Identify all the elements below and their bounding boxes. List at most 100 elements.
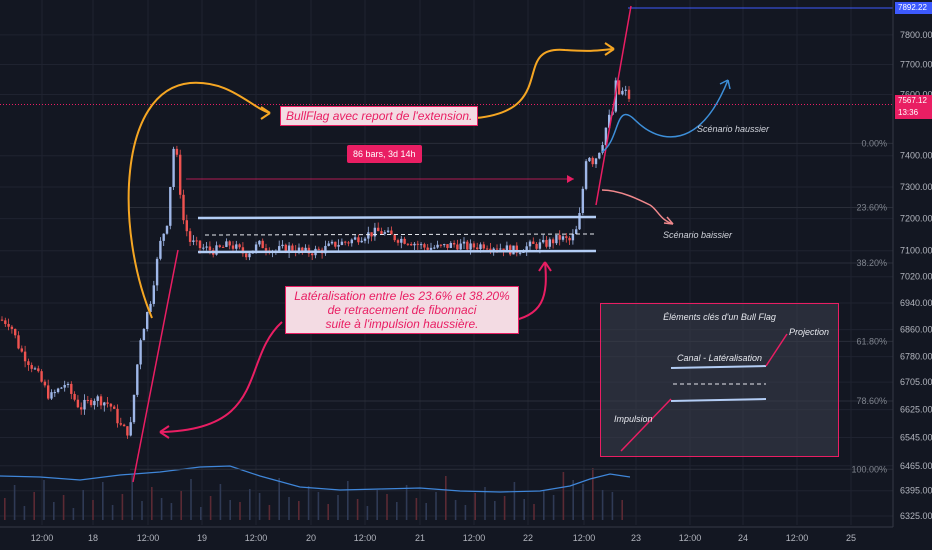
candle-body: [344, 241, 347, 243]
volume-bar: [151, 487, 153, 520]
candle-body: [528, 241, 532, 247]
candle-body: [499, 248, 502, 250]
candle-body: [581, 188, 584, 214]
candle-body: [136, 364, 139, 395]
volume-bar: [523, 499, 525, 520]
candle-body: [532, 241, 535, 244]
volume-bar: [288, 497, 290, 520]
candle-body: [152, 285, 155, 304]
volume-bar: [13, 485, 16, 520]
volume-bar: [209, 496, 212, 520]
candle-body: [175, 148, 179, 155]
scenario-up-label: Scénario haussier: [697, 124, 770, 134]
channel-bottom: [197, 249, 597, 254]
candle-body: [551, 239, 555, 244]
scenario-up-path: [601, 79, 729, 153]
candle-body: [7, 323, 10, 327]
candle-body: [254, 244, 258, 251]
candle-body: [604, 127, 608, 146]
candle-body: [390, 230, 393, 235]
candle-body: [598, 152, 601, 159]
volume-bar: [33, 492, 35, 520]
candle-body: [357, 237, 360, 243]
orange-arrowhead-right: [604, 42, 615, 56]
volume-bar: [376, 490, 378, 520]
candle-body: [179, 154, 182, 195]
volume-bar: [72, 508, 75, 520]
candle-body: [80, 407, 83, 410]
time-tick-label: 12:00: [679, 533, 702, 543]
price-axis-bg: [893, 0, 932, 550]
candle-body: [489, 248, 492, 251]
volume-bar: [43, 480, 45, 520]
candle-body: [245, 253, 248, 258]
volume-bar: [82, 490, 84, 520]
candle-body: [215, 245, 218, 255]
lateralisation-line-2: de retracement de fibonnaci: [327, 303, 477, 317]
volume-bar: [268, 505, 271, 520]
price-tick-label: 7200.00: [900, 214, 932, 224]
candle-body: [165, 225, 169, 234]
volume-bar: [386, 494, 388, 520]
candle-body: [139, 340, 142, 365]
volume-bar: [356, 499, 359, 520]
candle-body: [33, 368, 37, 370]
volume-bar: [111, 505, 114, 520]
candle-body: [386, 230, 390, 233]
time-tick-label: 12:00: [573, 533, 596, 543]
time-tick-label: 21: [415, 533, 425, 543]
candle-body: [449, 242, 452, 248]
candle-body: [231, 245, 235, 249]
candle-body: [608, 114, 611, 128]
candle-body: [542, 239, 545, 243]
volume-bar: [513, 482, 516, 520]
candle-body: [93, 400, 96, 406]
volume-bar: [474, 493, 476, 520]
candle-body: [624, 89, 627, 91]
candle-body: [330, 241, 334, 244]
fib-label: 78.60%: [856, 396, 887, 406]
candle-body: [202, 247, 205, 249]
candle-body: [10, 326, 14, 329]
channel-mid: [204, 233, 597, 236]
candle-body: [433, 247, 436, 249]
candle-body: [575, 229, 578, 234]
candle-body: [578, 213, 581, 230]
volume-bar: [200, 507, 202, 520]
legend-canal-label: Canal - Latéralisation: [677, 353, 763, 363]
candle-body: [492, 248, 495, 251]
candle-body: [396, 240, 400, 243]
price-axis[interactable]: 7800.00 7700.00 7600.00 7400.00 7300.00 7200.…: [892, 0, 932, 550]
volume-bar: [92, 500, 94, 520]
legend-title: Éléments clés d'un Bull Flag: [663, 312, 776, 322]
candle-body: [66, 383, 70, 385]
candle-body: [132, 394, 136, 423]
candle-body: [86, 399, 89, 401]
candle-body: [116, 408, 119, 424]
scenario-up-arrowhead: [719, 79, 731, 90]
time-tick-label: 12:00: [463, 533, 486, 543]
time-tick-label: 24: [738, 533, 748, 543]
candle-body: [337, 244, 340, 247]
candle-body: [63, 384, 66, 388]
candle-body: [350, 239, 353, 244]
candle-body: [40, 371, 43, 382]
fib-label: 0.00%: [861, 138, 887, 148]
volume-bar: [494, 501, 496, 520]
price-tick-label: 6545.00: [900, 433, 932, 443]
time-axis[interactable]: 12:00 18 12:00 19 12:00 20 12:00 21 12:00 22 12:00…: [0, 526, 893, 543]
fib-label: 100.00%: [851, 464, 887, 474]
candle-body: [459, 243, 462, 250]
candle-body: [446, 244, 449, 248]
time-tick-label: 22: [523, 533, 533, 543]
candle-body: [235, 244, 238, 249]
candle-body: [4, 320, 7, 324]
candle-body: [456, 244, 459, 250]
fib-label: 38.20%: [856, 258, 887, 268]
volume-bar: [160, 498, 163, 520]
candle-body: [406, 243, 410, 245]
candle-body: [258, 240, 261, 245]
scenario-down-label: Scénario baissier: [663, 230, 733, 240]
candle-body: [535, 243, 538, 249]
